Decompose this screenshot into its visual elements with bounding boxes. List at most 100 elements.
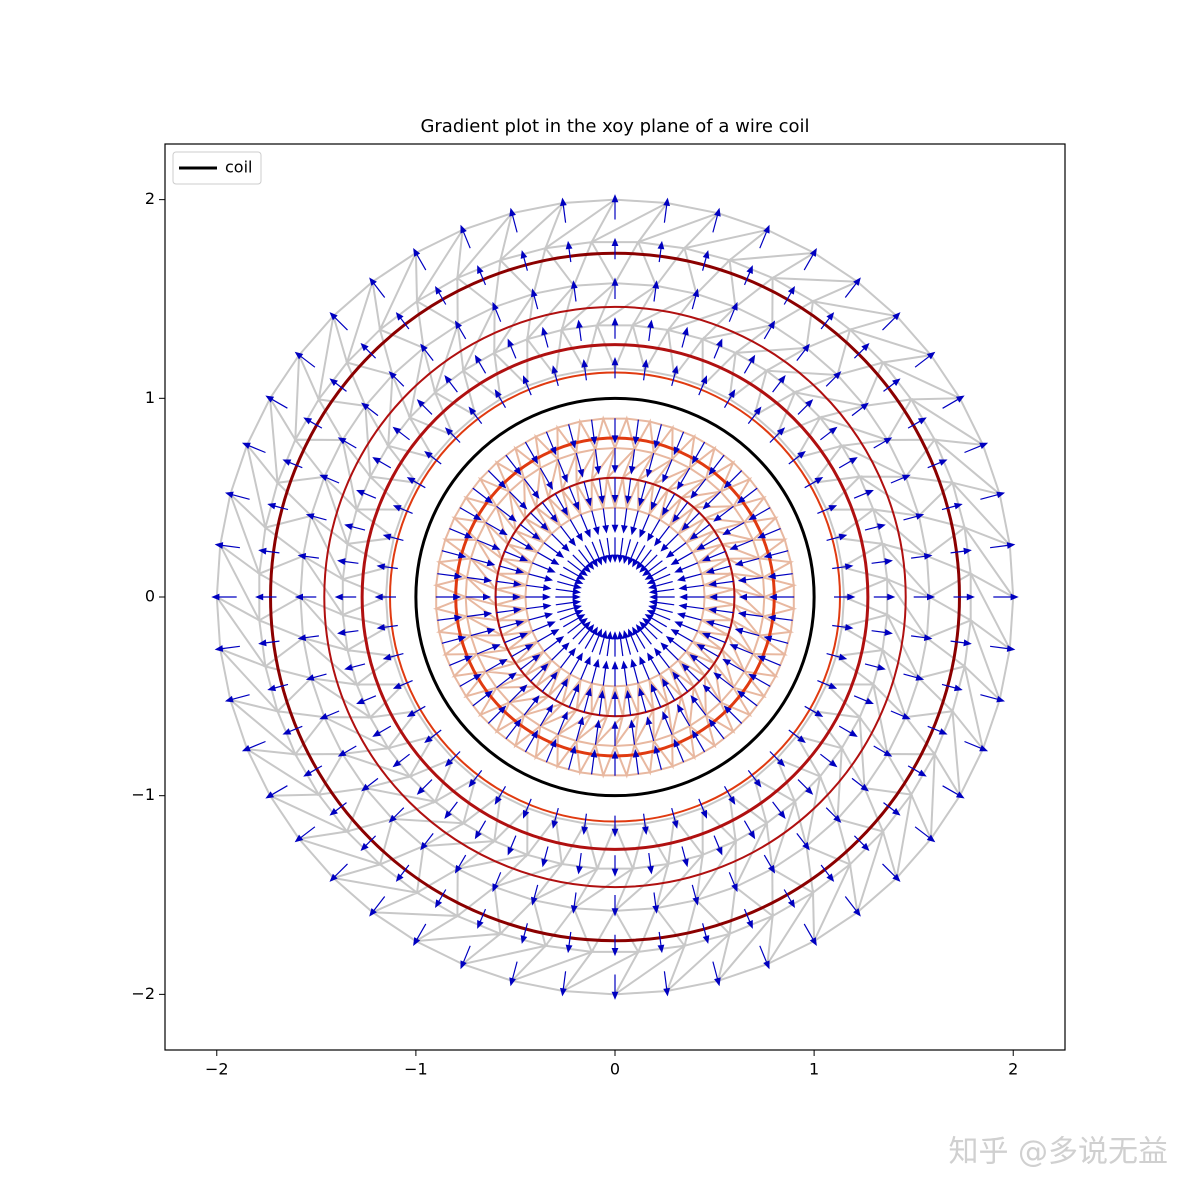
arrow [543, 542, 565, 559]
arrow [511, 643, 534, 658]
arrow [541, 846, 549, 868]
arrow [576, 853, 583, 875]
arrow [611, 448, 619, 474]
x-tick-label: 2 [1008, 1060, 1018, 1079]
arrow [708, 718, 725, 740]
arrow [611, 690, 619, 717]
arrow [531, 621, 556, 632]
arrow [873, 437, 893, 449]
arrow [788, 450, 806, 465]
arrow [941, 502, 963, 511]
arrow [964, 442, 989, 454]
arrow [670, 551, 693, 565]
arrow [568, 745, 577, 770]
arrow [980, 694, 1006, 703]
arrow [334, 593, 357, 601]
arrow [796, 343, 810, 361]
arrow [696, 536, 719, 551]
arrow [645, 716, 655, 742]
arrow [487, 470, 507, 489]
arrow [950, 547, 972, 555]
arrow [639, 656, 650, 680]
arrow [736, 487, 758, 504]
arrow [903, 513, 925, 521]
arrow [642, 560, 663, 577]
x-tick-label: 0 [610, 1060, 620, 1079]
arrow [723, 470, 743, 489]
y-tick-label: −2 [131, 984, 155, 1003]
arrow [584, 626, 598, 649]
arrow [602, 660, 609, 686]
arrow [474, 354, 487, 374]
arrow [265, 785, 288, 799]
mesh-edges [495, 477, 735, 717]
arrow [537, 551, 560, 565]
arrow [871, 629, 893, 636]
arrow [611, 934, 619, 957]
arrow [676, 573, 702, 582]
arrow [504, 632, 529, 644]
arrow [763, 320, 776, 340]
arrow [663, 197, 671, 223]
arrow [673, 431, 685, 456]
arrow [583, 687, 592, 713]
arrow [788, 729, 806, 744]
arrow [392, 426, 410, 441]
arrow [511, 536, 534, 551]
arrow [964, 740, 989, 752]
arrow [796, 833, 810, 851]
arrow [713, 835, 723, 856]
arrow [676, 612, 702, 621]
arrow [662, 459, 673, 483]
arrow [882, 312, 901, 331]
mesh-edges [432, 415, 798, 779]
arrow [468, 770, 483, 788]
arrow [581, 813, 589, 835]
arrow [873, 593, 896, 601]
arrow [662, 493, 676, 516]
arrow [555, 593, 581, 601]
arrow [657, 240, 665, 263]
arrow [372, 725, 392, 737]
arrow [763, 854, 776, 874]
arrow [524, 729, 539, 753]
arrow [494, 389, 507, 409]
arrow [632, 545, 646, 568]
arrow [557, 604, 582, 613]
arrow [591, 510, 600, 536]
arrow [525, 593, 551, 601]
arrow [743, 908, 753, 929]
arrow [297, 634, 319, 642]
arrow [767, 614, 793, 622]
arrow [555, 599, 582, 606]
arrow [413, 248, 427, 271]
arrow [690, 478, 707, 499]
arrow [508, 684, 528, 703]
arrow [853, 342, 870, 359]
arrow [505, 718, 522, 740]
arrow [630, 510, 639, 536]
arrow [820, 426, 838, 441]
arrow [622, 629, 632, 655]
arrow [523, 478, 540, 499]
arrow [361, 402, 379, 417]
arrow [702, 923, 710, 944]
arrow [757, 655, 781, 666]
arrow [594, 719, 602, 745]
arrow [528, 612, 554, 621]
arrow [698, 798, 707, 819]
arrow [466, 576, 493, 584]
arrow [723, 705, 743, 724]
arrow [853, 695, 874, 705]
arrow [376, 563, 398, 571]
arrow [611, 537, 619, 563]
arrow [539, 704, 554, 727]
arrow [803, 248, 817, 271]
arrow [557, 711, 568, 735]
arrow [769, 751, 786, 767]
arrow [678, 603, 704, 610]
arrow [638, 481, 647, 507]
arrow [646, 610, 671, 621]
arrow [356, 489, 377, 499]
arrow [559, 573, 584, 584]
